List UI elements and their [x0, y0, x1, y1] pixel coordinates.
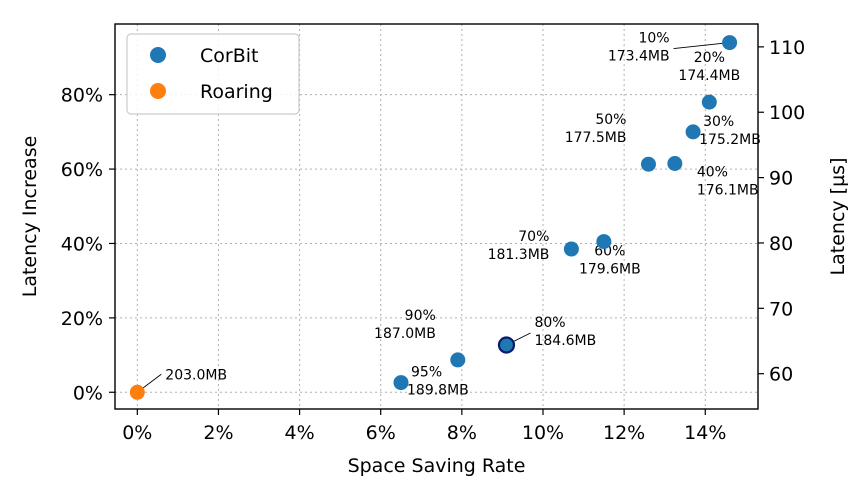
annotation-size-label: 203.0MB — [165, 367, 227, 383]
y2-tick-label: 60 — [769, 364, 793, 386]
scatter-point-corbit — [563, 241, 579, 257]
x-axis-label: Space Saving Rate — [348, 455, 526, 477]
annotation-percent-label: 80% — [534, 315, 565, 331]
annotation-percent-label: 40% — [697, 164, 728, 180]
annotation-size-label: 176.1MB — [697, 182, 759, 198]
annotation-leader — [673, 42, 730, 50]
annotation-size-label: 173.4MB — [608, 49, 670, 65]
y2-tick-label: 80 — [769, 233, 793, 255]
annotation-percent-label: 20% — [694, 50, 725, 66]
ticks: 0% 2% 4% 6% 8% 10% 12% 14% 0% 20% 40% 60% 80% 60 70 80 9… — [61, 37, 806, 444]
y2-tick-label: 100 — [769, 102, 805, 124]
annotation-percent-label: 70% — [518, 229, 549, 245]
annotation-size-label: 175.2MB — [699, 132, 761, 148]
annotation-percent-label: 90% — [405, 308, 436, 324]
scatter-point-corbit — [450, 352, 466, 368]
scatter-point-highlighted — [497, 336, 516, 354]
scatter-point-corbit — [701, 94, 717, 110]
legend: CorBit Roaring — [126, 33, 300, 115]
x-tick-label: 10% — [522, 422, 564, 444]
legend-marker-roaring — [150, 83, 166, 99]
legend-label-corbit: CorBit — [200, 45, 258, 67]
x-tick-label: 2% — [203, 422, 233, 444]
scatter-point-corbit — [685, 124, 701, 140]
y-tick-label: 40% — [61, 233, 103, 255]
x-tick-label: 0% — [122, 422, 152, 444]
plot-frame — [114, 23, 759, 410]
x-tick-label: 6% — [366, 422, 396, 444]
annotation-size-label: 174.4MB — [678, 68, 740, 84]
y2-tick-label: 110 — [769, 37, 805, 59]
y-tick-label: 20% — [61, 308, 103, 330]
y-axis-label: Latency Increase — [19, 136, 41, 298]
legend-box — [126, 33, 300, 115]
y-tick-label: 80% — [61, 85, 103, 107]
scatter-point-roaring — [129, 384, 145, 400]
annotation-percent-label: 50% — [595, 112, 626, 128]
y-tick-label: 60% — [61, 159, 103, 181]
x-tick-label: 12% — [603, 422, 645, 444]
annotation-size-label: 177.5MB — [565, 130, 627, 146]
x-tick-label: 8% — [447, 422, 477, 444]
x-tick-label: 14% — [684, 422, 726, 444]
scatter-point-corbit — [640, 156, 656, 172]
scatter-point-corbit — [596, 234, 612, 250]
y2-tick-label: 90 — [769, 168, 793, 190]
legend-marker-corbit — [150, 47, 166, 63]
data-points — [129, 35, 738, 400]
annotation-size-label: 184.6MB — [534, 333, 596, 349]
annotation-percent-label: 95% — [411, 365, 442, 381]
annotation-percent-label: 10% — [638, 31, 669, 47]
y2-tick-label: 70 — [769, 298, 793, 320]
y2-axis-label: Latency [µs] — [827, 158, 849, 276]
annotation-size-label: 179.6MB — [579, 262, 641, 278]
scatter-point-corbit — [722, 35, 738, 51]
annotation-percent-label: 30% — [703, 114, 734, 130]
annotations: 10% 173.4MB 20% 174.4MB 30% 175.2MB 40% 176.1MB… — [137, 31, 761, 399]
annotation-size-label: 181.3MB — [488, 247, 550, 263]
y-tick-label: 0% — [73, 382, 103, 404]
annotation-size-label: 187.0MB — [374, 326, 436, 342]
x-tick-label: 4% — [285, 422, 315, 444]
scatter-point-corbit — [393, 375, 409, 391]
scatter-point-corbit — [667, 155, 683, 171]
annotation-size-label: 189.8MB — [407, 383, 469, 399]
legend-label-roaring: Roaring — [200, 81, 273, 103]
